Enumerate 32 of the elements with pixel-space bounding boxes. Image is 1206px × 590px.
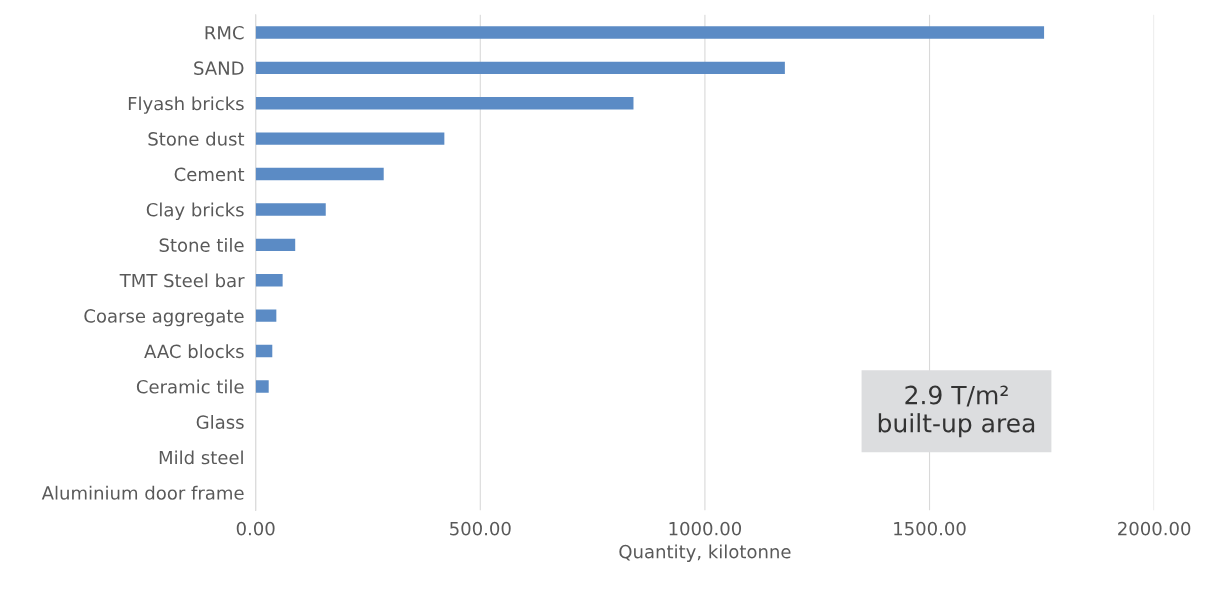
x-tick-label: 1500.00	[894, 521, 966, 536]
y-tick-label: RMC	[205, 25, 244, 40]
x-axis-title: Quantity, kilotonne	[619, 544, 791, 562]
bar	[255, 97, 634, 110]
bar	[255, 132, 445, 145]
bar	[255, 167, 384, 181]
x-tick-label: 1000.00	[669, 521, 742, 536]
bar	[255, 344, 273, 358]
bar	[255, 26, 1045, 39]
y-tick-label: Clay bricks	[146, 202, 244, 221]
y-tick-label: TMT Steel bar	[119, 273, 245, 288]
annotation: 2.9 T/m² built-up area	[878, 385, 1035, 438]
y-tick-label: Ceramic tile	[136, 379, 244, 394]
bar	[255, 274, 283, 287]
y-tick-label: Flyash bricks	[128, 96, 244, 114]
y-tick-label: Mild steel	[159, 450, 243, 465]
bar	[255, 238, 296, 252]
y-tick-label: Aluminium door frame	[41, 485, 244, 500]
y-tick-label: Glass	[196, 414, 244, 429]
bar	[255, 61, 785, 75]
y-tick-label: Stone dust	[148, 131, 245, 146]
bar	[255, 309, 277, 322]
bar	[255, 380, 269, 393]
bar	[255, 203, 326, 216]
x-tick-label: 0.00	[236, 521, 275, 536]
y-tick-label: SAND	[194, 61, 244, 75]
x-tick-label: 500.00	[450, 521, 511, 536]
y-tick-label: Cement	[174, 167, 245, 182]
x-tick-label: 2000.00	[1118, 521, 1191, 536]
y-tick-label: AAC blocks	[144, 344, 244, 359]
y-tick-label: Coarse aggregate	[84, 309, 244, 327]
y-tick-label: Stone tile	[159, 237, 244, 252]
